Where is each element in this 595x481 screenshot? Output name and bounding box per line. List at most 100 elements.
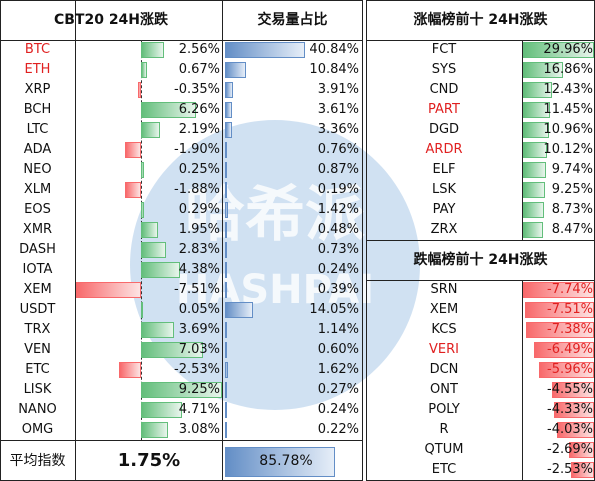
change-bar [523, 202, 544, 218]
change-value: 3.08% [178, 422, 220, 437]
volume-value: 0.39% [317, 282, 359, 297]
coin-name: KCS [431, 322, 457, 337]
change-bar [525, 302, 594, 318]
change-value: 29.96% [543, 42, 593, 57]
change-bar [141, 122, 161, 138]
change-bar [76, 282, 142, 298]
volume-value: 1.14% [317, 322, 359, 337]
change-bar [141, 302, 144, 318]
change-value: -1.90% [174, 142, 220, 157]
coin-name: DASH [19, 242, 56, 257]
cell-border [75, 0, 76, 481]
volume-value: 40.84% [309, 42, 359, 57]
change-bar [534, 342, 594, 358]
change-value: -7.51% [174, 282, 220, 297]
change-value: -7.74% [547, 282, 593, 297]
volume-bar [225, 82, 233, 98]
change-value: -1.88% [174, 182, 220, 197]
volume-value: 1.62% [317, 362, 359, 377]
change-value: -6.49% [547, 342, 593, 357]
change-bar [124, 142, 142, 158]
change-value: -4.55% [547, 382, 593, 397]
coin-name: LSK [431, 182, 457, 197]
volume-bar [225, 342, 227, 358]
coin-name: ADA [23, 142, 52, 157]
volume-bar [225, 422, 227, 438]
change-value: 2.83% [178, 242, 220, 257]
change-value: 9.25% [551, 182, 593, 197]
coin-name: POLY [428, 402, 460, 417]
cell-border [0, 40, 363, 41]
coin-name: USDT [19, 302, 56, 317]
average-volume-bar [225, 447, 335, 477]
cell-border [366, 40, 595, 41]
change-bar [554, 402, 594, 418]
volume-bar [225, 382, 227, 398]
change-bar [523, 182, 545, 198]
coin-name: XEM [429, 302, 459, 317]
coin-name: XMR [22, 222, 53, 237]
change-value: -2.53% [547, 462, 593, 477]
coin-name: NANO [18, 402, 57, 417]
change-value: 4.71% [178, 402, 220, 417]
average-volume: 85.78% [259, 453, 313, 469]
change-bar [569, 442, 594, 458]
volume-bar [225, 62, 247, 78]
section-header: 涨幅榜前十 24H涨跌 [413, 12, 548, 28]
average-label: 平均指数 [9, 453, 66, 469]
coin-name: XLM [23, 182, 52, 197]
volume-value: 0.24% [317, 402, 359, 417]
coin-name: EOS [24, 202, 51, 217]
change-bar [141, 202, 144, 218]
change-value: 7.03% [178, 342, 220, 357]
change-bar [526, 322, 594, 338]
change-bar [523, 282, 594, 298]
change-bar [125, 182, 142, 198]
coin-name: SRN [430, 282, 458, 297]
volume-value: 0.19% [317, 182, 359, 197]
volume-bar [225, 402, 227, 418]
change-value: -2.53% [174, 362, 220, 377]
change-value: -4.33% [547, 402, 593, 417]
coin-name: TRX [24, 322, 51, 337]
change-bar [523, 142, 547, 158]
volume-bar [225, 302, 253, 318]
change-bar [539, 362, 594, 378]
change-value: 12.43% [543, 82, 593, 97]
cell-border [141, 40, 143, 440]
cell-border [366, 280, 595, 281]
volume-bar [225, 322, 228, 338]
coin-name: ETC [25, 362, 50, 377]
coin-name: VEN [24, 342, 51, 357]
coin-name: CND [429, 82, 459, 97]
change-bar [523, 102, 551, 118]
change-bar [141, 402, 183, 418]
change-value: 11.45% [543, 102, 593, 117]
volume-value: 0.76% [317, 142, 359, 157]
coin-name: ARDR [425, 142, 463, 157]
coin-name: BTC [24, 42, 51, 57]
coin-name: OMG [21, 422, 54, 437]
volume-value: 0.22% [317, 422, 359, 437]
volume-value: 1.42% [317, 202, 359, 217]
volume-bar [225, 102, 233, 118]
column-header: 交易量占比 [257, 12, 328, 28]
volume-value: 10.84% [309, 62, 359, 77]
coin-name: XEM [23, 282, 52, 297]
volume-value: 14.05% [309, 302, 359, 317]
change-bar [141, 62, 148, 78]
cell-border [0, 440, 363, 441]
coin-name: IOTA [22, 262, 53, 277]
change-bar [141, 222, 159, 238]
volume-bar [225, 222, 227, 238]
change-bar [557, 422, 594, 438]
change-bar [141, 322, 174, 338]
volume-bar [225, 122, 232, 138]
coin-name: LTC [26, 122, 49, 137]
change-value: 8.73% [551, 202, 593, 217]
change-bar [570, 462, 594, 478]
volume-value: 0.73% [317, 242, 359, 257]
coin-name: VERI [429, 342, 459, 357]
change-value: -7.38% [547, 322, 593, 337]
change-bar [141, 242, 167, 258]
